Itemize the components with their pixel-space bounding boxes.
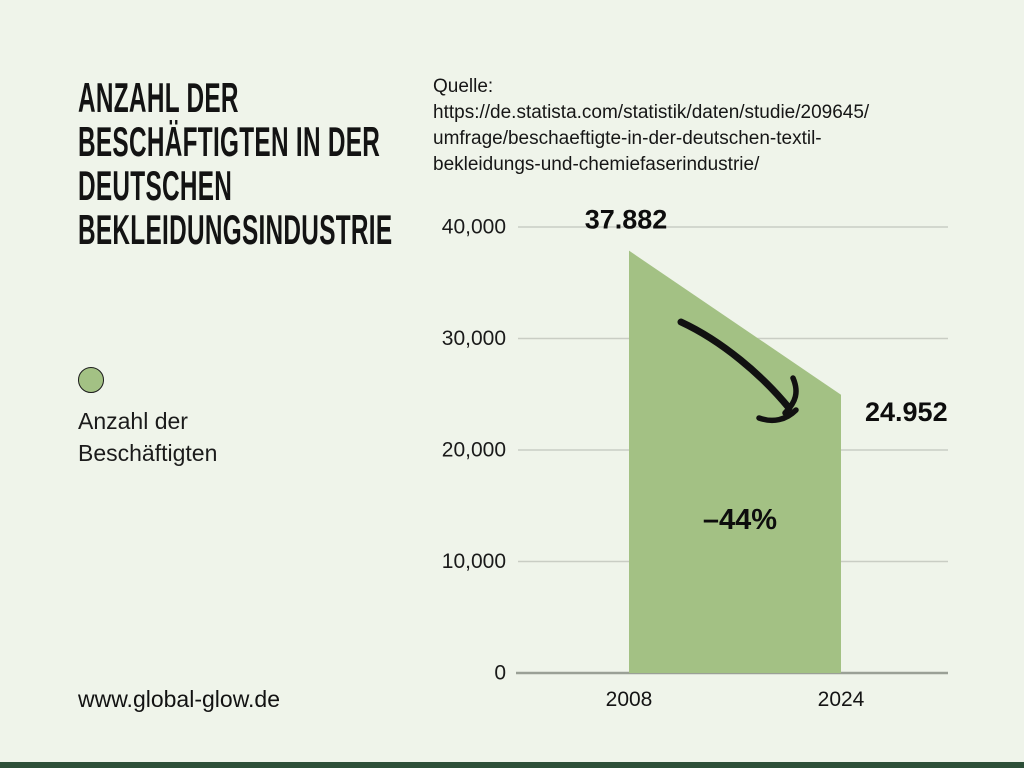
x-axis-tick-label: 2024	[818, 688, 865, 711]
y-axis-tick-label: 30,000	[442, 327, 506, 350]
chart-legend: Anzahl der Beschäftigten	[78, 367, 217, 469]
employment-chart-svg: 0 10,000 20,000 30,000 40,000 2008 2024 37.882 2…	[442, 205, 948, 711]
page-title: ANZAHL DER BESCHÄFTIGTEN IN DER DEUTSCHE…	[78, 74, 393, 253]
value-label-2024: 24.952	[865, 397, 948, 427]
employment-area-chart: 0 10,000 20,000 30,000 40,000 2008 2024 37.882 2…	[430, 195, 1000, 715]
y-axis-tick-label: 20,000	[442, 439, 506, 462]
percent-change-annotation: –44%	[703, 504, 777, 536]
bottom-accent-bar	[0, 762, 1024, 768]
trend-arrow-icon	[677, 318, 799, 424]
x-axis-tick-label: 2008	[606, 688, 653, 711]
legend-label: Anzahl der Beschäftigten	[78, 408, 218, 466]
legend-swatch-icon	[78, 367, 104, 393]
y-axis-tick-label: 40,000	[442, 216, 506, 239]
source-citation: Quelle: https://de.statista.com/statisti…	[433, 76, 870, 175]
y-axis-tick-label: 10,000	[442, 550, 506, 573]
value-label-2008: 37.882	[585, 205, 668, 235]
website-url: www.global-glow.de	[78, 686, 281, 712]
area-series	[629, 250, 841, 673]
y-axis-tick-label: 0	[494, 662, 506, 685]
